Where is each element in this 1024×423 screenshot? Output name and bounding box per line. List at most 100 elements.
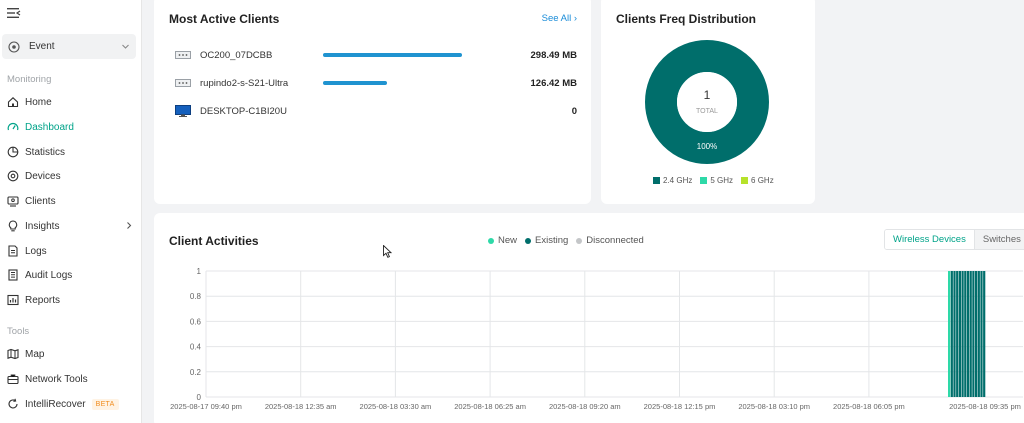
sidebar-item-audit-logs[interactable]: Audit Logs xyxy=(0,264,141,286)
sidebar-item-label: Reports xyxy=(25,294,61,306)
legend-swatch xyxy=(741,177,749,184)
bar-existing xyxy=(975,271,978,397)
sidebar-item-label: IntelliRecover xyxy=(25,398,86,410)
bar-existing xyxy=(980,271,983,397)
client-row[interactable]: DESKTOP-C1BI20U 0 xyxy=(175,103,577,119)
sidebar-item-home[interactable]: Home xyxy=(0,91,141,113)
collapse-menu-icon[interactable] xyxy=(7,7,21,19)
y-tick-label: 0.4 xyxy=(190,343,202,352)
reports-icon xyxy=(7,294,19,306)
bar-existing xyxy=(966,271,970,397)
see-all-link[interactable]: See All › xyxy=(542,13,577,24)
sidebar-item-statistics[interactable]: Statistics xyxy=(0,141,141,163)
legend-swatch xyxy=(700,177,708,184)
activities-legend: New Existing Disconnected xyxy=(488,235,652,246)
bar-existing xyxy=(958,271,961,397)
sidebar-item-intellirecover[interactable]: IntelliRecover BETA xyxy=(0,393,141,415)
client-row[interactable]: OC200_07DCBB 298.49 MB xyxy=(175,47,577,63)
site-name: Event xyxy=(29,41,55,52)
sidebar-item-logs[interactable]: Logs xyxy=(0,240,141,262)
home-icon xyxy=(7,97,19,108)
x-tick-label: 2025-08-18 03:10 pm xyxy=(738,402,810,411)
legend-item-disconnected[interactable]: Disconnected xyxy=(576,235,644,246)
legend-label: New xyxy=(498,235,518,246)
clients-freq-card: Clients Freq Distribution 1 TOTAL 100% 2… xyxy=(601,0,815,204)
chevron-right-icon: › xyxy=(573,13,577,24)
legend-label: 6 GHz xyxy=(751,176,774,185)
bar-existing xyxy=(983,271,986,397)
sidebar-item-label: Dashboard xyxy=(25,121,74,133)
donut-percent-label: 100% xyxy=(697,142,717,151)
sidebar-item-label: Logs xyxy=(25,245,47,257)
bar-existing xyxy=(969,271,972,397)
y-tick-label: 0.6 xyxy=(190,317,202,326)
client-activities-card: Client Activities New Existing Disconnec… xyxy=(154,213,1024,423)
donut-slice-2-4ghz[interactable] xyxy=(645,40,769,164)
sidebar-item-label: Insights xyxy=(25,220,60,232)
legend-label: Existing xyxy=(535,235,569,246)
x-tick-label: 2025-08-18 06:25 am xyxy=(454,402,526,411)
most-active-clients-title: Most Active Clients xyxy=(169,12,280,26)
freq-legend: 2.4 GHz 5 GHz 6 GHz xyxy=(653,176,782,185)
legend-item-5ghz[interactable]: 5 GHz xyxy=(700,176,733,185)
donut-total-value: 1 xyxy=(704,88,711,102)
legend-label: 2.4 GHz xyxy=(663,176,693,185)
legend-dot xyxy=(525,237,532,244)
chevron-down-icon xyxy=(122,44,129,49)
section-tools-label: Tools xyxy=(7,326,30,337)
legend-item-new[interactable]: New xyxy=(488,235,517,246)
sidebar-item-label: Home xyxy=(25,96,52,108)
sidebar-item-clients[interactable]: Clients xyxy=(0,190,141,212)
sidebar-item-label: Map xyxy=(25,348,45,360)
sidebar-item-reports[interactable]: Reports xyxy=(0,289,141,311)
clients-freq-title: Clients Freq Distribution xyxy=(616,12,757,26)
dashboard-icon xyxy=(7,123,19,131)
sidebar-item-dashboard[interactable]: Dashboard xyxy=(0,116,141,138)
sidebar: Event Monitoring Home Dashboard Statisti… xyxy=(0,0,142,423)
x-tick-label: 2025-08-18 09:35 pm xyxy=(949,402,1021,411)
sidebar-item-map[interactable]: Map xyxy=(0,343,141,365)
legend-item-existing[interactable]: Existing xyxy=(525,235,568,246)
client-name: DESKTOP-C1BI20U xyxy=(200,105,287,117)
monitor-icon xyxy=(175,105,191,117)
legend-label: Disconnected xyxy=(586,235,644,246)
client-usage: 0 xyxy=(571,105,577,117)
y-tick-label: 1 xyxy=(197,267,202,276)
audit-logs-icon xyxy=(8,269,18,281)
legend-dot xyxy=(576,237,583,244)
client-usage: 126.42 MB xyxy=(530,77,577,89)
sidebar-item-network-tools[interactable]: Network Tools xyxy=(0,368,141,390)
legend-item-2-4ghz[interactable]: 2.4 GHz xyxy=(653,176,692,185)
legend-label: 5 GHz xyxy=(710,176,734,185)
clients-icon xyxy=(7,196,19,207)
sidebar-item-label: Devices xyxy=(25,170,61,182)
bar-existing xyxy=(950,271,953,397)
client-row[interactable]: rupindo2-s-S21-Ultra 126.42 MB xyxy=(175,75,577,91)
most-active-clients-card: Most Active Clients See All › OC200_07DC… xyxy=(154,0,591,204)
site-selector[interactable]: Event xyxy=(2,34,136,59)
usage-bar-track xyxy=(323,53,476,57)
client-activities-title: Client Activities xyxy=(169,234,259,248)
x-tick-label: 2025-08-18 09:20 am xyxy=(549,402,621,411)
sidebar-item-label: Audit Logs xyxy=(25,269,73,281)
legend-dot xyxy=(488,237,494,244)
tab-switches[interactable]: Switches xyxy=(974,230,1024,249)
recover-icon xyxy=(8,398,18,409)
chevron-right-icon xyxy=(127,222,132,229)
legend-item-6ghz[interactable]: 6 GHz xyxy=(741,176,774,185)
client-usage: 298.49 MB xyxy=(530,49,577,61)
freq-donut-chart: 1 TOTAL 100% xyxy=(645,40,769,164)
client-name: rupindo2-s-S21-Ultra xyxy=(200,77,289,89)
y-tick-label: 0 xyxy=(197,393,202,402)
donut-total-label: TOTAL xyxy=(696,108,718,115)
location-pin-icon xyxy=(8,40,20,53)
sidebar-item-insights[interactable]: Insights xyxy=(0,215,141,237)
usage-bar xyxy=(323,53,463,57)
tab-wireless-devices[interactable]: Wireless Devices xyxy=(885,230,975,249)
see-all-label: See All xyxy=(541,13,572,24)
sidebar-item-devices[interactable]: Devices xyxy=(0,165,141,187)
bar-existing xyxy=(977,271,980,397)
x-tick-label: 2025-08-18 03:30 am xyxy=(360,402,432,411)
sidebar-item-label: Statistics xyxy=(25,146,66,158)
